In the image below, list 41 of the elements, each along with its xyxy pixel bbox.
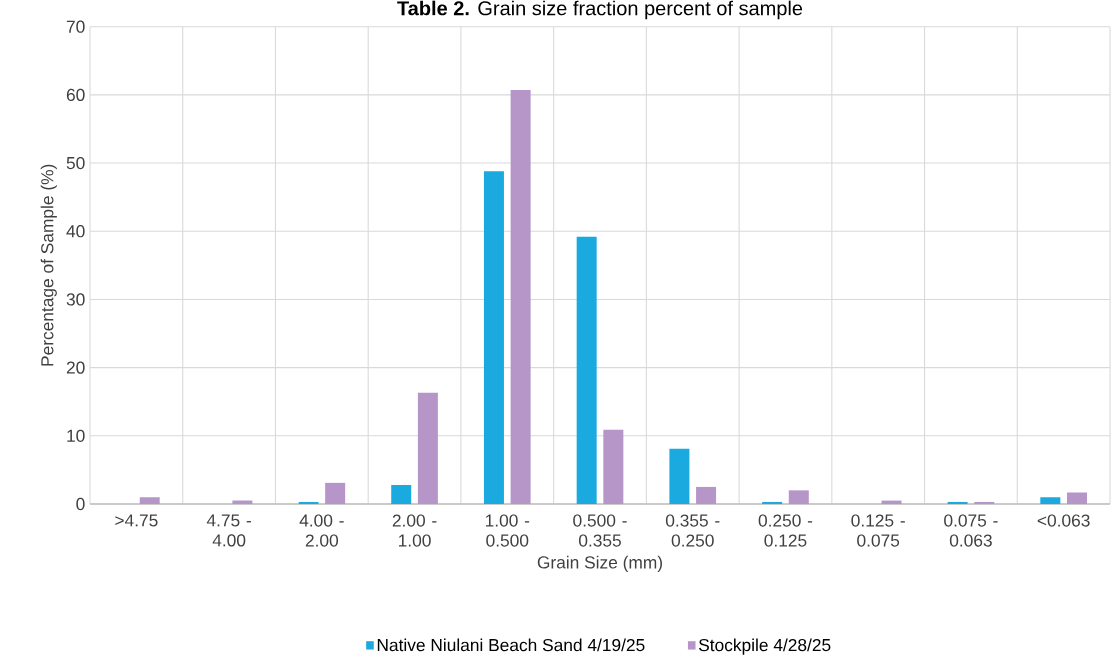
- x-tick-label: 0.250 - 0.125: [758, 514, 813, 547]
- bar: [669, 448, 690, 505]
- bar: [974, 502, 995, 505]
- bar: [947, 502, 968, 505]
- y-tick-label: 0: [76, 498, 85, 511]
- bar: [139, 497, 160, 505]
- legend-label: Stockpile 4/28/25: [698, 638, 831, 655]
- bar: [298, 502, 319, 505]
- bar: [510, 90, 531, 505]
- y-tick-label: 70: [66, 20, 85, 33]
- x-tick-label: <0.063: [1037, 514, 1090, 527]
- x-tick-label: 2.00 - 1.00: [392, 514, 437, 547]
- bar: [417, 393, 438, 505]
- y-tick-label: 30: [66, 293, 85, 306]
- x-tick-label: 0.125 - 0.075: [851, 514, 905, 547]
- bar: [325, 483, 346, 505]
- x-tick-label: 4.00 - 2.00: [299, 514, 344, 547]
- x-tick-label: 4.75 - 4.00: [206, 514, 251, 547]
- bar: [696, 487, 717, 505]
- bar: [483, 171, 504, 505]
- bar: [391, 485, 412, 505]
- y-tick-label: 20: [66, 361, 85, 374]
- bar: [603, 429, 624, 505]
- x-tick-label: 0.075 - 0.063: [944, 514, 998, 547]
- bar: [762, 502, 783, 505]
- bar: [1066, 492, 1087, 505]
- bar: [1040, 497, 1061, 505]
- legend-label: Native Niulani Beach Sand 4/19/25: [377, 638, 645, 652]
- y-tick-label: 10: [67, 429, 85, 443]
- bar: [576, 236, 597, 505]
- y-axis-title: Percentage of Sample (%): [40, 164, 57, 366]
- y-tick-label: 60: [66, 88, 85, 102]
- y-tick-label: 40: [66, 225, 85, 238]
- x-tick-label: >4.75: [115, 514, 158, 527]
- y-tick-label: 50: [66, 157, 85, 170]
- x-tick-label: 1.00 - 0.500: [485, 514, 530, 547]
- bar: [788, 490, 809, 505]
- x-axis-title: Grain Size (mm): [537, 555, 662, 573]
- chart-title: Table 2. Grain size fraction percent of sample: [397, 0, 803, 20]
- x-tick-label: 0.500 - 0.355: [573, 514, 627, 547]
- x-tick-label: 0.355 - 0.250: [665, 514, 720, 547]
